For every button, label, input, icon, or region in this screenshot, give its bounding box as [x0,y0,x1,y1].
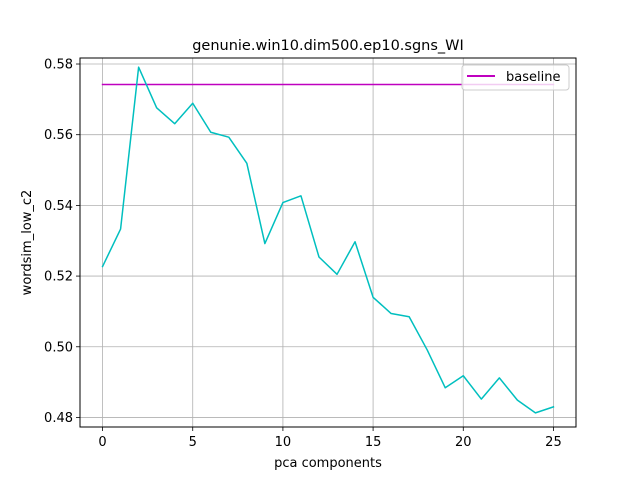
chart-title: genunie.win10.dim500.ep10.sgns_WI [192,38,464,54]
legend: baseline [461,64,570,91]
x-axis-label: pca components [274,456,382,471]
x-tick-label: 0 [98,435,106,450]
x-tick-label: 10 [275,435,292,450]
y-tick-label: 0.50 [44,340,73,355]
x-tick-label: 15 [365,435,382,450]
plot-frame [79,57,577,428]
x-tick-label: 25 [545,435,562,450]
x-tick-label: 20 [455,435,472,450]
x-axis: 0 5 10 15 20 25 [98,427,562,450]
y-tick-label: 0.58 [44,58,73,73]
y-axis: 0.48 0.50 0.52 0.54 0.56 0.58 [44,58,80,426]
y-tick-label: 0.48 [44,411,73,426]
series-line-data [101,66,555,414]
y-tick-label: 0.54 [44,199,73,214]
legend-box [461,64,570,91]
y-tick-label: 0.52 [44,270,73,285]
y-tick-label: 0.56 [44,128,73,143]
y-axis-label: wordsim_low_c2 [20,190,35,296]
legend-label-baseline: baseline [506,70,560,85]
x-tick-label: 5 [189,435,197,450]
grid [80,58,576,427]
